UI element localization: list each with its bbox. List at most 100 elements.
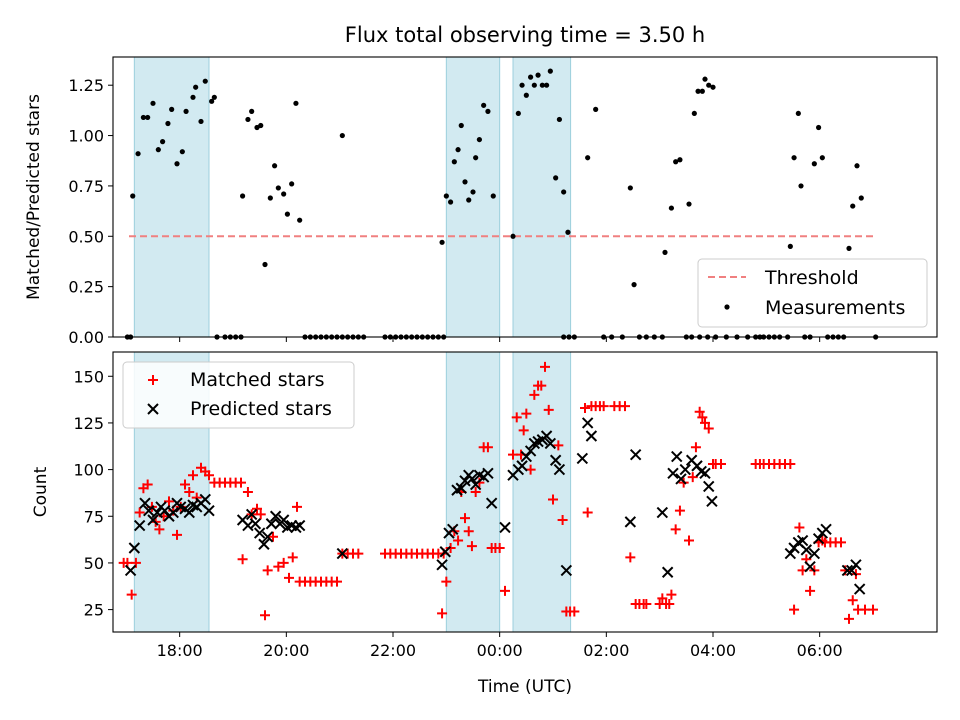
measurement-point	[443, 193, 449, 199]
predicted-star-point	[459, 475, 471, 487]
matched-star-point	[242, 487, 253, 497]
matched-star-point	[847, 595, 858, 606]
predicted-star-point	[147, 514, 159, 526]
matched-star-point	[664, 599, 675, 609]
predicted-star-point	[128, 542, 141, 554]
matched-star-point	[674, 505, 685, 516]
measurement-point	[695, 88, 701, 94]
measurement-point	[485, 108, 491, 114]
matched-star-point	[154, 524, 165, 535]
bottom-panel-y-axis-label: Count	[31, 466, 51, 517]
measurement-point	[490, 193, 496, 199]
predicted-star-point	[183, 506, 195, 519]
measurement-point	[668, 205, 675, 211]
measurement-point	[297, 217, 303, 223]
measurement-point	[476, 136, 482, 143]
measurement-point	[706, 82, 712, 88]
x-tick-label: 06:00	[797, 641, 843, 660]
matched-star-point	[204, 470, 214, 481]
measurement-point	[510, 233, 516, 239]
matched-star-point	[126, 589, 137, 600]
measurement-point	[455, 147, 461, 153]
predicted-star-point	[133, 519, 146, 532]
matched-star-point	[172, 529, 182, 540]
y-tick-label: 0.75	[68, 177, 104, 196]
predicted-star-point	[249, 518, 262, 530]
measurement-point	[448, 199, 454, 205]
measurement-point	[470, 189, 476, 195]
measurement-point	[662, 249, 668, 255]
measurement-point	[561, 189, 567, 195]
matched-star-point	[268, 531, 278, 542]
measurement-point	[535, 72, 541, 78]
matched-star-point	[453, 535, 464, 546]
measurement-point	[691, 110, 697, 117]
measurement-point	[585, 155, 591, 161]
matched-star-point	[164, 496, 174, 507]
legend-matched-label: Matched stars	[190, 369, 324, 391]
matched-star-point	[332, 576, 342, 587]
predicted-star-point	[850, 559, 862, 571]
measurement-point	[473, 155, 479, 161]
matched-star-point	[494, 543, 505, 553]
matched-star-point	[287, 552, 298, 563]
measurement-point	[160, 139, 166, 145]
predicted-star-point	[253, 527, 266, 539]
matched-star-point	[598, 401, 609, 412]
legend-predicted-label: Predicted stars	[190, 398, 332, 420]
measurement-point	[145, 114, 151, 121]
matched-star-point	[805, 585, 816, 596]
bottom-panel-legend: Matched stars Predicted stars	[122, 361, 355, 429]
x-tick-label: 22:00	[370, 641, 416, 660]
matched-star-point	[466, 541, 477, 552]
matched-star-point	[441, 576, 452, 587]
y-tick-label: 0.00	[68, 328, 104, 347]
x-tick-label: 00:00	[477, 641, 523, 660]
predicted-star-point	[629, 448, 642, 461]
matched-star-point	[525, 464, 536, 475]
matched-star-point	[716, 459, 726, 469]
predicted-star-point	[581, 417, 594, 429]
matched-star-point	[684, 535, 694, 546]
predicted-star-point	[553, 463, 566, 476]
matched-star-point	[236, 477, 246, 488]
predicted-star-point	[656, 506, 669, 519]
top-panel-y-axis-label: Matched/Predicted stars	[24, 94, 44, 300]
measurement-point	[130, 193, 136, 199]
matched-star-point	[548, 494, 558, 505]
measurement-point	[267, 195, 273, 201]
matched-star-point	[670, 524, 681, 535]
observing-interval-band	[512, 351, 572, 633]
matched-star-point	[521, 408, 532, 419]
legend-measurements-label: Measurements	[765, 297, 905, 319]
matched-star-point	[255, 509, 266, 520]
matched-star-point	[518, 425, 529, 436]
measurement-point	[515, 110, 521, 117]
y-tick-label: 1.25	[68, 76, 104, 95]
predicted-star-point	[245, 508, 258, 521]
measurement-point	[798, 183, 804, 189]
observing-interval-band	[512, 56, 572, 338]
measurement-point	[198, 118, 204, 125]
measurement-point	[339, 132, 345, 139]
predicted-star-point	[147, 403, 159, 415]
predicted-star-point	[820, 523, 832, 536]
matched-star-point	[868, 604, 878, 615]
predicted-star-point	[455, 482, 467, 494]
matched-star-point	[690, 442, 701, 453]
matched-star-point	[569, 606, 580, 617]
predicted-star-point	[812, 532, 825, 545]
matched-star-point	[353, 548, 364, 559]
measurement-point	[466, 197, 472, 203]
predicted-star-point	[269, 510, 282, 522]
y-tick-label: 0.25	[68, 278, 104, 297]
predicted-star-point	[199, 493, 211, 506]
measurement-point	[439, 239, 445, 245]
matched-star-point	[529, 389, 540, 400]
measurement-point	[174, 161, 180, 167]
y-tick-label: 100	[73, 461, 104, 480]
matched-star-point	[482, 442, 493, 453]
predicted-star-point	[560, 564, 573, 577]
x-tick-label: 20:00	[263, 641, 309, 660]
